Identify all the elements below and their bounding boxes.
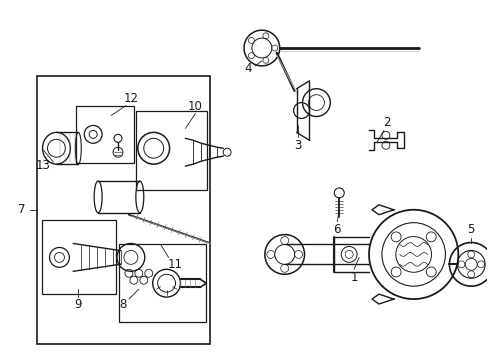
Text: 9: 9 xyxy=(74,297,82,311)
Bar xyxy=(119,244,206,322)
Text: 10: 10 xyxy=(187,100,203,113)
Bar xyxy=(76,105,134,163)
Text: 13: 13 xyxy=(36,159,51,172)
Text: 12: 12 xyxy=(123,92,138,105)
Text: 1: 1 xyxy=(350,271,357,284)
Text: 7: 7 xyxy=(18,203,25,216)
Text: 3: 3 xyxy=(293,139,301,152)
Bar xyxy=(136,111,207,190)
Bar xyxy=(37,76,210,344)
Text: 8: 8 xyxy=(119,297,126,311)
Text: 2: 2 xyxy=(383,116,390,129)
Text: 5: 5 xyxy=(467,223,474,236)
Text: 11: 11 xyxy=(168,258,183,271)
Bar xyxy=(41,220,116,294)
Text: 6: 6 xyxy=(333,223,340,236)
Text: 4: 4 xyxy=(244,62,251,75)
